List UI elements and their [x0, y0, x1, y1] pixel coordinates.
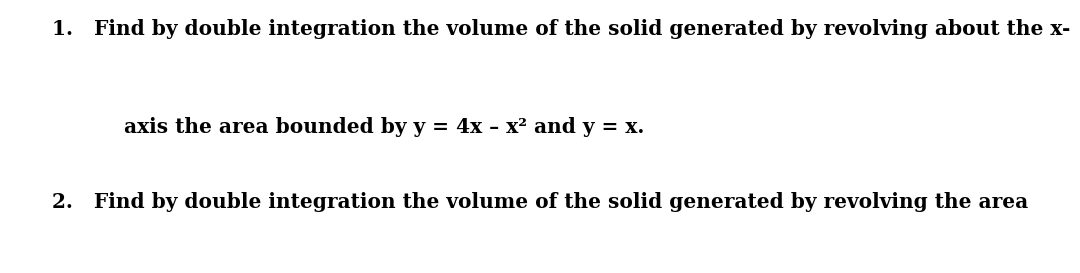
Text: 1.   Find by double integration the volume of the solid generated by revolving a: 1. Find by double integration the volume… [52, 19, 1070, 39]
Text: 2.   Find by double integration the volume of the solid generated by revolving t: 2. Find by double integration the volume… [52, 192, 1028, 212]
Text: axis the area bounded by y = 4x – x² and y = x.: axis the area bounded by y = 4x – x² and… [124, 117, 645, 137]
